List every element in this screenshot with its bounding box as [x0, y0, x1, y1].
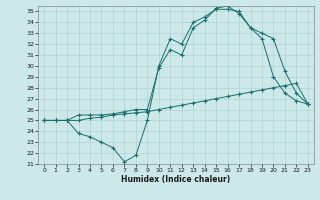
X-axis label: Humidex (Indice chaleur): Humidex (Indice chaleur)	[121, 175, 231, 184]
